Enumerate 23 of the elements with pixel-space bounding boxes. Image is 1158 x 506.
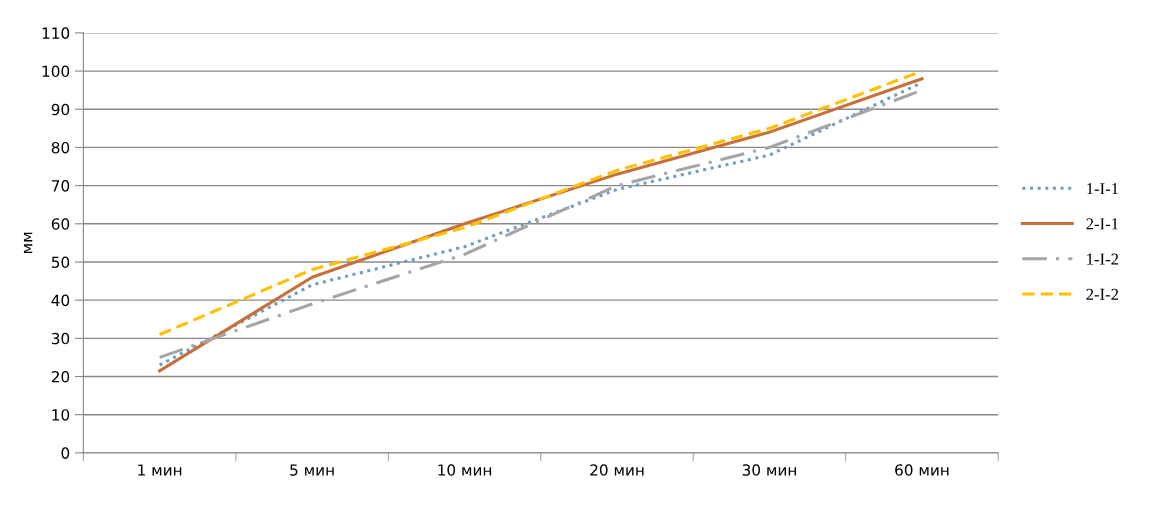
- y-tick-label: 80: [51, 141, 70, 154]
- x-tick-label: 60 мин: [895, 464, 949, 476]
- legend-label: 1-I-1: [1087, 183, 1118, 195]
- x-tick-label: 30 мин: [742, 464, 796, 476]
- y-tick-label: 10: [52, 409, 70, 421]
- y-axis-title: мм: [23, 232, 33, 254]
- x-tick-label: 10 мин: [438, 464, 492, 476]
- y-tick-label: 90: [51, 103, 70, 116]
- x-tick-label: 5 мин: [290, 464, 334, 476]
- y-tick-label: 0: [61, 447, 70, 459]
- y-tick-label: 110: [42, 27, 70, 39]
- legend-label: 2-I-1: [1086, 218, 1118, 230]
- y-tick-label: 40: [51, 294, 70, 307]
- legend-label: 2-I-2: [1086, 288, 1119, 300]
- x-tick-label: 1 мин: [138, 464, 182, 476]
- y-tick-label: 100: [42, 65, 70, 78]
- legend-label: 1-I-2: [1087, 253, 1119, 265]
- y-tick-label: 60: [51, 218, 70, 230]
- y-tick-label: 50: [51, 256, 70, 268]
- y-tick-label: 30: [51, 332, 70, 345]
- y-tick-label: 70: [51, 180, 70, 192]
- y-tick-label: 20: [51, 370, 70, 383]
- x-tick-label: 20 мин: [590, 464, 644, 476]
